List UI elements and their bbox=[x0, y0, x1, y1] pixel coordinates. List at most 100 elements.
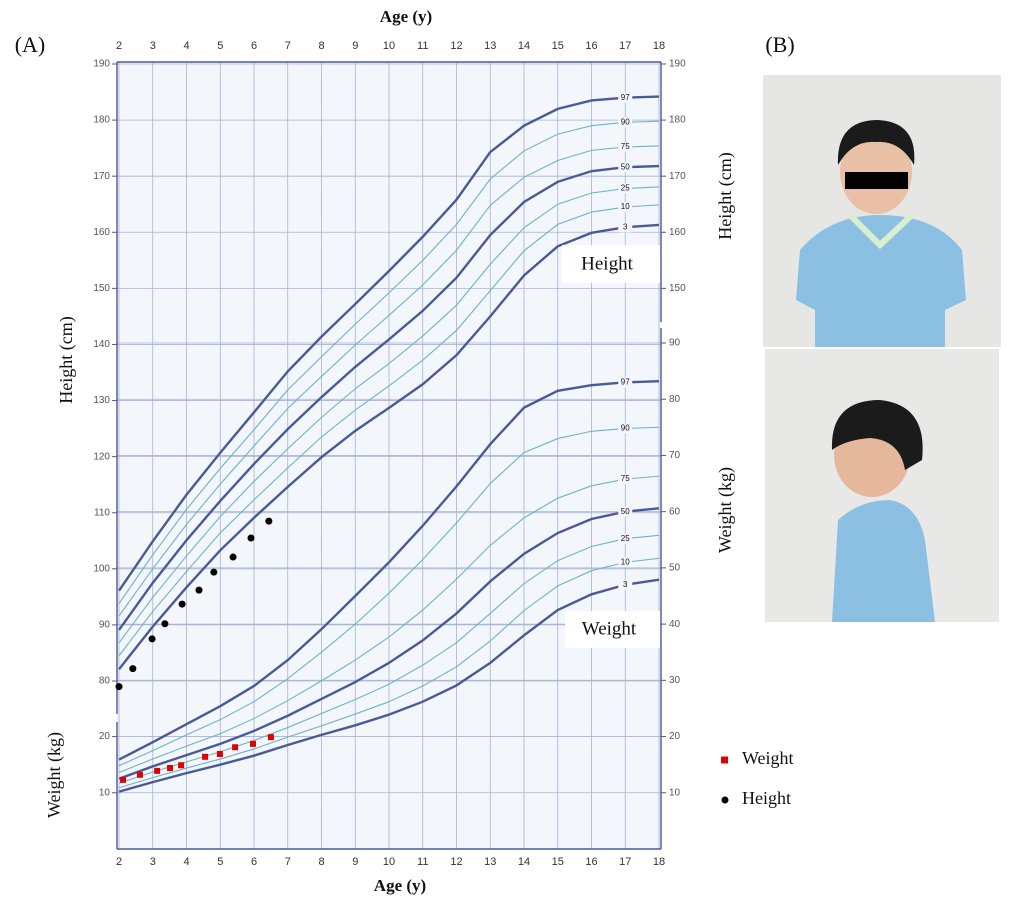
curve-label-bg bbox=[618, 423, 633, 434]
x-tick-label: 10 bbox=[383, 40, 395, 52]
x-tick-label: 18 bbox=[653, 856, 665, 868]
curve-label-bg bbox=[618, 92, 633, 103]
y-tick-label: 80 bbox=[99, 676, 111, 687]
curve-label: 25 bbox=[621, 184, 630, 193]
curve-label-bg bbox=[618, 557, 633, 568]
x-tick-label: 17 bbox=[619, 856, 631, 868]
y-tick-label-right: 70 bbox=[669, 450, 681, 461]
x-tick-label: 17 bbox=[619, 40, 631, 52]
percentile-curves: 3 10 25 50 75 90 97 3 10 25 50 75 90 97 bbox=[118, 92, 660, 793]
height-point bbox=[178, 600, 186, 608]
y-tick-label-right: 160 bbox=[669, 227, 686, 238]
photo-side bbox=[765, 349, 999, 622]
percentile-curve bbox=[118, 223, 660, 670]
x-tick-label: 11 bbox=[417, 40, 428, 52]
legend-label: Weight bbox=[742, 748, 794, 768]
percentile-curve bbox=[118, 145, 660, 617]
x-tick-label: 9 bbox=[352, 856, 358, 868]
curve-label: 3 bbox=[623, 580, 628, 589]
y-tick-label: 20 bbox=[99, 731, 111, 742]
y-tick-label-right: 150 bbox=[669, 283, 686, 294]
weight-point bbox=[178, 762, 185, 769]
eye-mask bbox=[845, 172, 908, 189]
y-tick-label-right: 50 bbox=[669, 563, 681, 574]
axis-frame bbox=[116, 61, 662, 850]
curve-label-bg bbox=[618, 222, 633, 233]
curve-label-bg bbox=[618, 183, 633, 194]
collar bbox=[847, 212, 915, 250]
x-tick-label: 15 bbox=[552, 40, 564, 52]
y-tick-label: 190 bbox=[93, 59, 110, 70]
annotation-box bbox=[562, 245, 660, 283]
y-tick-label: 140 bbox=[93, 339, 110, 350]
hair bbox=[837, 120, 915, 165]
x-tick-label: 16 bbox=[585, 856, 597, 868]
annotation: Weight bbox=[582, 618, 637, 639]
curve-label-bg bbox=[618, 377, 633, 388]
x-tick-label: 9 bbox=[352, 40, 358, 52]
percentile-curve bbox=[118, 426, 660, 767]
photo-front bbox=[763, 75, 1001, 347]
curve-label: 10 bbox=[621, 202, 630, 211]
percentile-curve bbox=[118, 578, 660, 793]
x-tick-label: 11 bbox=[417, 856, 428, 868]
y2-axis-title-right: Weight (kg) bbox=[715, 467, 736, 553]
height-point bbox=[161, 620, 169, 628]
percentile-curve bbox=[118, 507, 660, 780]
height-point bbox=[195, 586, 203, 594]
y-tick-label-right: 170 bbox=[669, 171, 686, 182]
percentile-curve bbox=[118, 534, 660, 784]
x-tick-label: 18 bbox=[653, 40, 665, 52]
x-tick-label: 4 bbox=[183, 40, 189, 52]
curve-label: 90 bbox=[621, 424, 630, 433]
x-tick-label: 7 bbox=[285, 40, 291, 52]
y-axis-title-right: Height (cm) bbox=[715, 152, 736, 239]
x-tick-label: 15 bbox=[552, 856, 564, 868]
curve-label: 25 bbox=[621, 534, 630, 543]
curve-label-bg bbox=[618, 533, 633, 544]
weight-point bbox=[232, 744, 239, 751]
height-point bbox=[229, 553, 237, 561]
x-tick-label: 13 bbox=[484, 856, 496, 868]
curve-label: 75 bbox=[621, 142, 630, 151]
percentile-curve bbox=[118, 204, 660, 657]
x-tick-label: 8 bbox=[318, 40, 324, 52]
curve-label: 97 bbox=[621, 377, 630, 386]
curve-label: 97 bbox=[621, 93, 630, 102]
weight-point bbox=[267, 734, 274, 741]
curve-label-bg bbox=[618, 202, 633, 213]
x-tick-label: 4 bbox=[183, 856, 189, 868]
shirt bbox=[832, 500, 935, 622]
legend: Weight Height bbox=[721, 748, 794, 808]
x-tick-label: 13 bbox=[484, 40, 496, 52]
x-tick-label: 6 bbox=[251, 856, 257, 868]
y-tick-label: 150 bbox=[93, 283, 110, 294]
y-tick-label-right: 20 bbox=[669, 731, 681, 742]
y-tick-label: 160 bbox=[93, 227, 110, 238]
x-tick-label: 8 bbox=[318, 856, 324, 868]
y-tick-label: 120 bbox=[93, 451, 110, 462]
panel-label: (B) bbox=[765, 32, 794, 57]
x-tick-label: 10 bbox=[383, 856, 395, 868]
percentile-curve bbox=[118, 380, 660, 761]
curve-label-bg bbox=[618, 142, 633, 153]
curve-label-bg bbox=[618, 162, 633, 173]
weight-point bbox=[216, 750, 223, 757]
weight-point bbox=[202, 753, 209, 760]
y-tick-label-right: 10 bbox=[669, 787, 681, 798]
legend-marker bbox=[721, 756, 728, 764]
x-tick-label: 7 bbox=[285, 856, 291, 868]
panel-label: (A) bbox=[15, 32, 46, 57]
x-axis-title-bottom: Age (y) bbox=[374, 876, 426, 895]
percentile-curve bbox=[118, 95, 660, 592]
y-tick-label-right: 190 bbox=[669, 59, 686, 70]
height-point bbox=[148, 635, 156, 643]
annotation: Height bbox=[581, 253, 633, 274]
x-tick-label: 2 bbox=[116, 40, 122, 52]
hair bbox=[831, 400, 923, 470]
weight-point bbox=[154, 767, 161, 774]
x-tick-label: 6 bbox=[251, 40, 257, 52]
legend-marker bbox=[721, 796, 729, 804]
weight-point bbox=[249, 740, 256, 747]
